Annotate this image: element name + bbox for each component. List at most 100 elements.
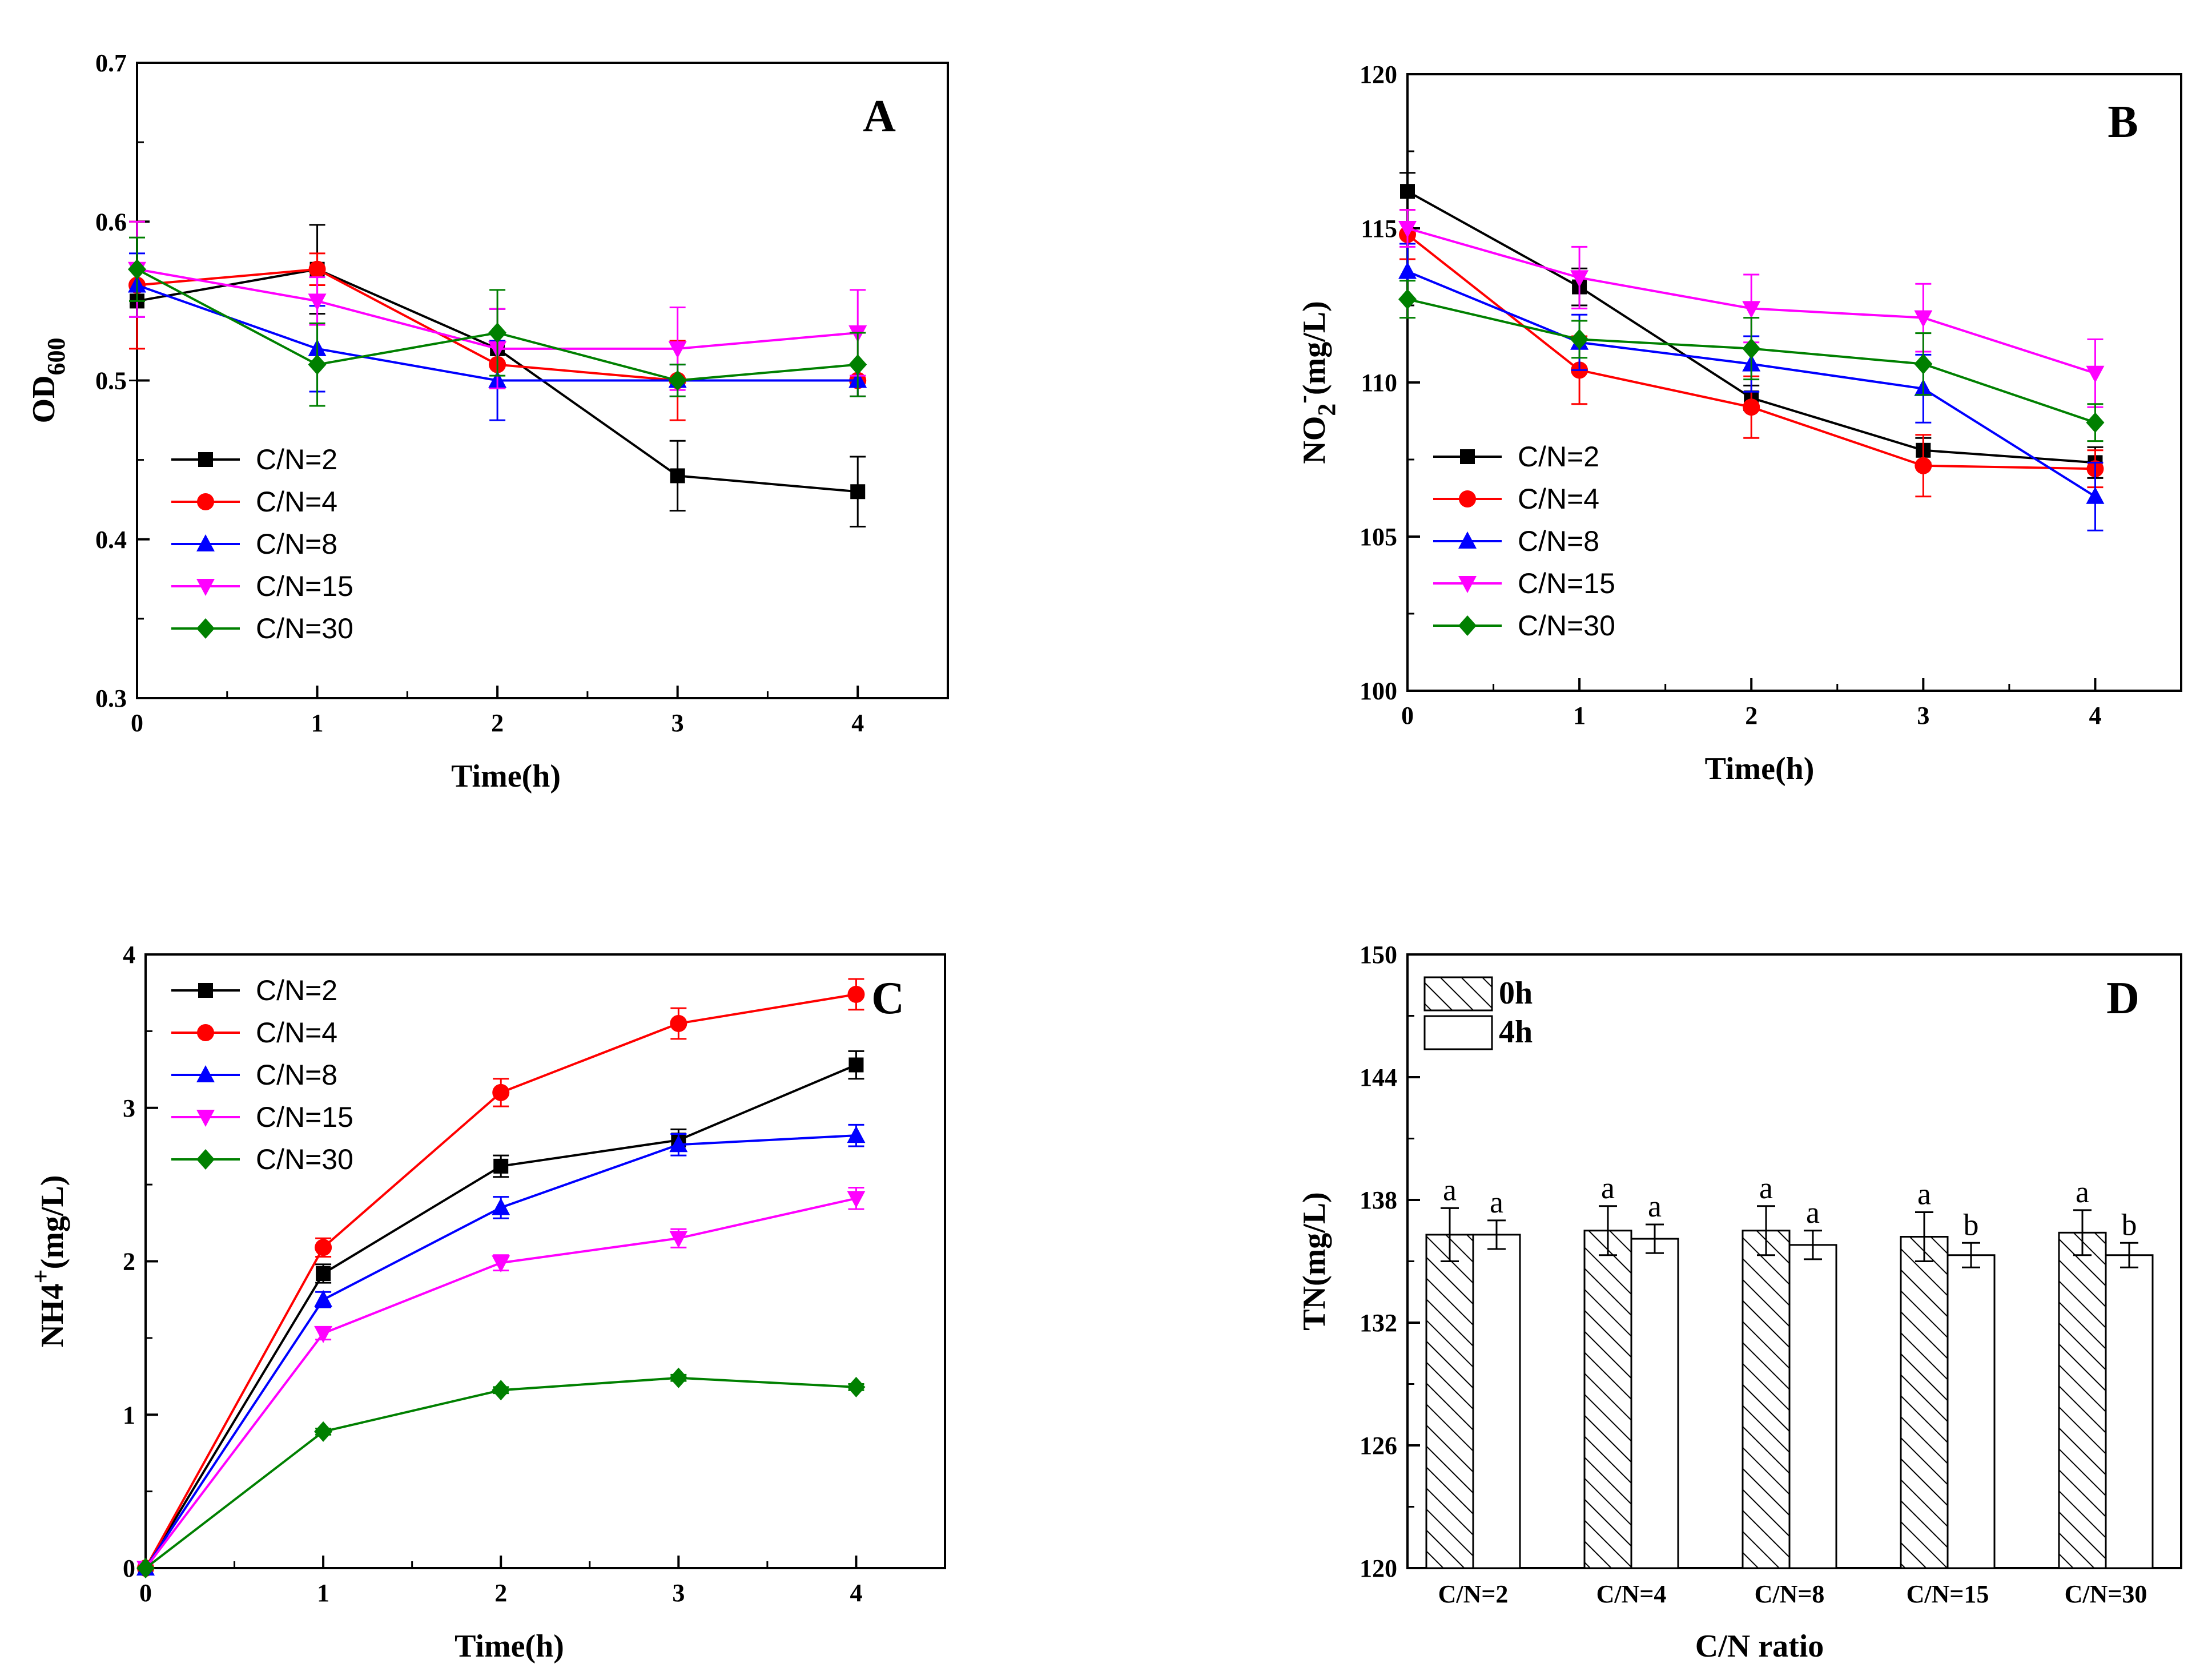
data-point xyxy=(493,1158,509,1174)
significance-letter: a xyxy=(1917,1177,1931,1211)
data-point xyxy=(1742,301,1761,319)
y-tick-label: 105 xyxy=(1360,523,1397,551)
panel-d xyxy=(1406,953,2182,1569)
bar-4h xyxy=(1630,1238,1679,1569)
data-point xyxy=(2086,486,2105,504)
x-tick-label: 1 xyxy=(311,709,324,737)
y-axis-title: OD600 xyxy=(26,338,70,424)
legend-label: C/N=30 xyxy=(256,1143,353,1175)
y-axis-title-main: OD xyxy=(26,376,62,424)
bar-0h xyxy=(1583,1230,1632,1569)
legend-marker xyxy=(1458,576,1477,593)
panel-letter: B xyxy=(2108,97,2138,147)
legend-label: C/N=15 xyxy=(1518,567,1615,599)
significance-letter: a xyxy=(1648,1189,1662,1223)
legend-label: C/N=15 xyxy=(256,570,353,602)
legend xyxy=(1423,976,1493,1050)
data-point xyxy=(314,1326,333,1343)
legend-label: C/N=30 xyxy=(1518,610,1615,642)
data-point xyxy=(1914,353,1933,374)
x-tick-label: C/N=8 xyxy=(1755,1580,1825,1608)
y-axis-title-sup: - xyxy=(1289,395,1317,404)
bar-4h xyxy=(1788,1244,1837,1569)
x-tick-label: 3 xyxy=(671,709,684,737)
data-point xyxy=(314,1290,333,1307)
significance-letter: b xyxy=(2122,1207,2137,1242)
data-point xyxy=(136,1558,155,1578)
panel-letter: C xyxy=(871,973,904,1024)
legend-label: C/N=2 xyxy=(256,974,337,1006)
data-point xyxy=(1570,270,1589,288)
y-tick-label: 3 xyxy=(123,1094,135,1122)
y-axis-title: NO2-(mg/L) xyxy=(1289,301,1341,464)
significance-letter: a xyxy=(2076,1175,2089,1209)
data-point xyxy=(1914,310,1933,328)
data-point xyxy=(847,1126,866,1143)
x-tick-label: C/N=2 xyxy=(1438,1580,1509,1608)
legend xyxy=(1433,449,1502,636)
series-c-n-8 xyxy=(136,1123,866,1576)
data-point xyxy=(848,354,867,375)
legend-marker xyxy=(196,534,215,551)
legend-marker xyxy=(198,452,213,467)
significance-letter: b xyxy=(1964,1207,1979,1242)
legend-marker xyxy=(197,493,214,510)
y-tick-label: 1 xyxy=(123,1401,135,1429)
x-tick-label: 4 xyxy=(2089,702,2101,730)
data-point xyxy=(1742,338,1761,359)
y-axis-title-unit: (mg/L) xyxy=(1297,301,1332,395)
panel-c: NH4+(mg/L) xyxy=(27,953,946,1578)
data-point xyxy=(669,1367,688,1388)
legend-label: C/N=8 xyxy=(256,528,337,560)
legend-label: C/N=8 xyxy=(256,1059,337,1091)
legend-label: C/N=2 xyxy=(256,444,337,476)
x-axis-title: Time(h) xyxy=(1705,751,1815,787)
y-tick-label: 0 xyxy=(123,1554,135,1582)
x-tick-label: C/N=30 xyxy=(2065,1580,2147,1608)
legend-label: C/N=15 xyxy=(256,1101,353,1133)
legend-label: C/N=4 xyxy=(1518,483,1599,515)
significance-letter: a xyxy=(1490,1185,1503,1219)
x-tick-label: 0 xyxy=(139,1579,152,1607)
legend xyxy=(171,983,240,1170)
y-tick-label: 0.3 xyxy=(95,684,127,712)
y-axis-title: NH4+(mg/L) xyxy=(27,1175,70,1348)
y-tick-label: 120 xyxy=(1360,61,1397,88)
y-tick-label: 144 xyxy=(1360,1063,1397,1091)
data-point xyxy=(492,1380,510,1401)
x-tick-label: 2 xyxy=(491,709,504,737)
x-axis-title: Time(h) xyxy=(451,759,561,794)
legend xyxy=(171,452,240,639)
data-point xyxy=(492,1198,510,1215)
panel-letter: A xyxy=(863,91,896,142)
x-tick-label: 4 xyxy=(851,709,864,737)
y-tick-label: 126 xyxy=(1360,1432,1397,1460)
data-point xyxy=(1398,261,1417,279)
bar-4h xyxy=(1472,1234,1521,1569)
data-point xyxy=(492,1083,510,1101)
y-tick-label: 0.7 xyxy=(95,49,127,77)
legend-label: 4h xyxy=(1499,1014,1533,1050)
data-point xyxy=(308,260,326,278)
legend-label: C/N=4 xyxy=(256,1017,337,1049)
x-tick-label: 4 xyxy=(850,1579,862,1607)
data-point xyxy=(850,484,866,499)
legend-marker xyxy=(196,1065,215,1082)
data-point xyxy=(1400,184,1415,199)
legend-marker xyxy=(198,983,213,998)
legend-label: C/N=8 xyxy=(1518,525,1599,557)
significance-letter: a xyxy=(1759,1171,1773,1205)
y-tick-label: 110 xyxy=(1361,369,1397,397)
y-tick-label: 132 xyxy=(1360,1309,1397,1337)
data-point xyxy=(2086,412,2105,433)
legend-label: C/N=30 xyxy=(256,613,353,644)
series-c-n-30 xyxy=(128,236,867,407)
y-axis-title-sup: + xyxy=(27,1269,55,1283)
bar-0h xyxy=(1425,1234,1474,1569)
y-axis-title: TN(mg/L) xyxy=(1297,1192,1332,1331)
data-point xyxy=(847,1191,866,1208)
data-point xyxy=(315,1239,332,1256)
legend-label: C/N=4 xyxy=(256,486,337,518)
data-point xyxy=(1570,329,1589,350)
